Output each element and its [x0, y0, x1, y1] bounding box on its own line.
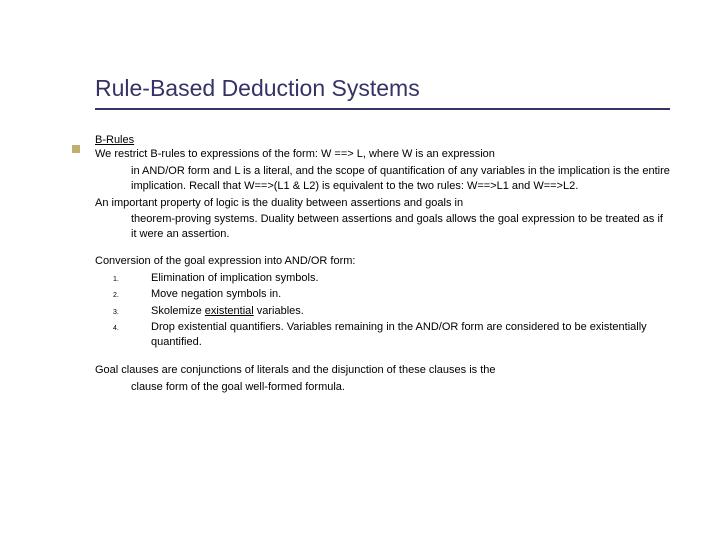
- para1-rest: in AND/OR form and L is a literal, and t…: [95, 164, 670, 194]
- list-num: 3.: [113, 304, 151, 319]
- list-text: Skolemize existential variables.: [151, 304, 670, 319]
- step3-pre: Skolemize: [151, 305, 205, 317]
- list-text: Elimination of implication symbols.: [151, 271, 670, 286]
- conversion-block: Conversion of the goal expression into A…: [95, 254, 670, 351]
- list-num: 4.: [113, 320, 151, 351]
- step3-underlined: existential: [205, 305, 254, 317]
- list-item: 1. Elimination of implication symbols.: [113, 271, 670, 286]
- closing-line1: Goal clauses are conjunctions of literal…: [95, 363, 670, 378]
- accent-square: [72, 145, 80, 153]
- para2-rest: theorem-proving systems. Duality between…: [95, 212, 670, 242]
- para2-line1: An important property of logic is the du…: [95, 196, 670, 211]
- slide-title: Rule-Based Deduction Systems: [95, 75, 670, 110]
- list-item: 2. Move negation symbols in.: [113, 287, 670, 302]
- conversion-heading: Conversion of the goal expression into A…: [95, 254, 670, 269]
- list-num: 2.: [113, 287, 151, 302]
- b-rules-heading: B-Rules: [95, 134, 670, 146]
- closing-rest: clause form of the goal well-formed form…: [95, 380, 670, 395]
- closing-block: Goal clauses are conjunctions of literal…: [95, 363, 670, 395]
- para1-line1: We restrict B-rules to expressions of th…: [95, 147, 670, 162]
- list-text: Move negation symbols in.: [151, 287, 670, 302]
- step3-post: variables.: [254, 305, 304, 317]
- list-item: 3. Skolemize existential variables.: [113, 304, 670, 319]
- conversion-list: 1. Elimination of implication symbols. 2…: [95, 271, 670, 351]
- b-rules-block: B-Rules We restrict B-rules to expressio…: [95, 134, 670, 242]
- list-num: 1.: [113, 271, 151, 286]
- list-item: 4. Drop existential quantifiers. Variabl…: [113, 320, 670, 351]
- list-text: Drop existential quantifiers. Variables …: [151, 320, 670, 351]
